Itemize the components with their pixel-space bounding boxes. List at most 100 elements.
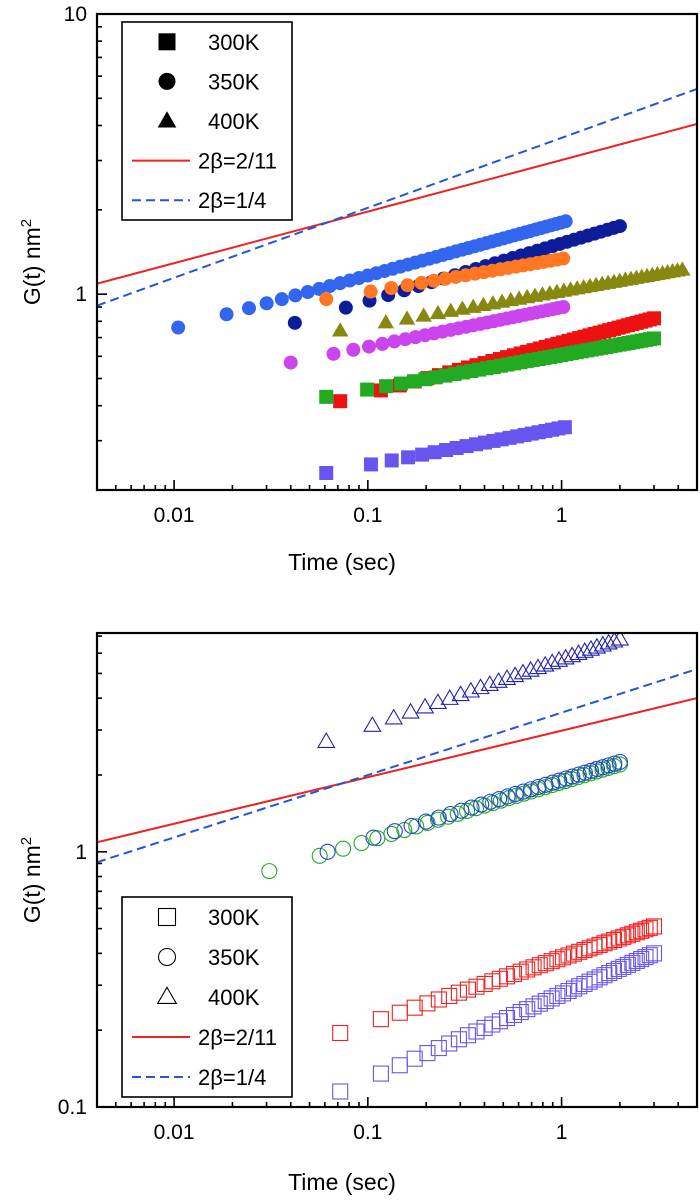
- data-point: [288, 288, 303, 303]
- data-point: [408, 818, 425, 835]
- data-point: [576, 764, 593, 781]
- data-point: [551, 772, 568, 789]
- data-point: [497, 669, 517, 685]
- y-axis-title: G(t) nm2: [18, 837, 45, 923]
- data-point: [439, 443, 454, 458]
- data-point: [637, 949, 654, 966]
- data-point: [560, 982, 577, 1000]
- data-point: [505, 666, 525, 683]
- data-point: [219, 307, 234, 322]
- reference-lines: [97, 668, 697, 864]
- data-point: [375, 336, 390, 351]
- data-point: [519, 1001, 536, 1018]
- chart-2: 0.01 0.1 1 0.1 1 Time (sec) G(t) nm2 300K 350K 40…: [18, 631, 699, 1195]
- legend-marker: [157, 947, 177, 967]
- data-point: [386, 823, 403, 840]
- data-point: [383, 825, 400, 842]
- data-point: [419, 995, 436, 1012]
- data-point: [637, 921, 654, 938]
- data-point: [400, 278, 415, 293]
- data-point: [647, 331, 662, 346]
- data-point: [449, 805, 466, 822]
- legend-label: 350K: [208, 69, 260, 94]
- data-point: [641, 947, 658, 964]
- data-point: [471, 678, 490, 695]
- data-point: [406, 999, 423, 1016]
- data-point: [377, 314, 395, 329]
- data-point: [633, 922, 650, 939]
- data-point: [398, 310, 416, 325]
- data-point: [428, 693, 448, 710]
- data-point: [554, 949, 572, 966]
- data-point: [605, 931, 623, 949]
- data-point: [611, 753, 628, 770]
- data-point: [647, 311, 662, 326]
- data-point: [482, 793, 499, 810]
- data-point: [507, 785, 524, 803]
- data-point: [556, 648, 575, 665]
- data-point: [311, 847, 328, 864]
- data-point: [384, 453, 399, 468]
- data-point: [612, 219, 627, 234]
- data-point: [601, 964, 618, 982]
- plot-frame: [95, 12, 699, 492]
- data-point: [312, 281, 327, 296]
- data-point: [512, 1003, 529, 1021]
- legend-label: 350K: [208, 945, 260, 970]
- data-point: [535, 655, 555, 672]
- legend: 300K 350K 400K 2β=2/11 2β=1/4: [121, 896, 293, 1098]
- data-point: [633, 950, 650, 968]
- reference-line: [97, 668, 697, 864]
- data-point: [480, 675, 499, 691]
- legend-box: [121, 21, 293, 221]
- data-point: [287, 315, 302, 330]
- data-point: [363, 457, 378, 472]
- data-point: [645, 918, 663, 935]
- data-point: [599, 633, 618, 650]
- data-point: [441, 987, 458, 1005]
- data-point: [406, 1050, 423, 1067]
- data-point: [542, 653, 562, 670]
- data-point: [601, 933, 618, 950]
- data-point: [489, 671, 508, 688]
- x-tick-label: 0.1: [353, 1121, 382, 1144]
- data-point: [587, 637, 607, 654]
- data-point: [427, 445, 442, 460]
- legend-label: 2β=1/4: [198, 188, 266, 213]
- data-point: [391, 1057, 408, 1074]
- y-tick-label: 10: [64, 3, 87, 26]
- data-point: [674, 261, 691, 276]
- data-point: [557, 770, 574, 787]
- data-point: [259, 296, 274, 311]
- data-point: [430, 1040, 447, 1057]
- data-point: [549, 650, 569, 667]
- data-point: [171, 320, 186, 335]
- data-point: [558, 214, 573, 229]
- y-tick-label: 1: [75, 283, 87, 306]
- data-point: [549, 987, 566, 1004]
- data-point: [372, 1011, 389, 1028]
- data-point: [569, 644, 588, 661]
- data-point: [610, 633, 630, 646]
- y-axis-title-main: G(t) nm: [19, 845, 45, 923]
- data-point: [645, 945, 663, 962]
- y-axis-title-superscript: 2: [18, 837, 35, 845]
- data-point: [596, 967, 613, 984]
- data-point: [417, 813, 434, 830]
- data-point: [319, 465, 334, 480]
- y-axis-title-main: G(t) nm: [19, 227, 45, 305]
- reference-line: [97, 88, 697, 307]
- data-point: [441, 1035, 458, 1052]
- data-point: [499, 788, 516, 805]
- data-point: [560, 947, 577, 964]
- data-point: [596, 935, 613, 952]
- data-point: [458, 802, 476, 819]
- data-point: [430, 991, 447, 1008]
- data-point: [624, 954, 641, 971]
- data-point: [415, 697, 435, 714]
- data-point: [438, 271, 453, 286]
- x-axis-title: Time (sec): [288, 1169, 396, 1195]
- data-point: [429, 304, 447, 320]
- data-point: [332, 1083, 349, 1100]
